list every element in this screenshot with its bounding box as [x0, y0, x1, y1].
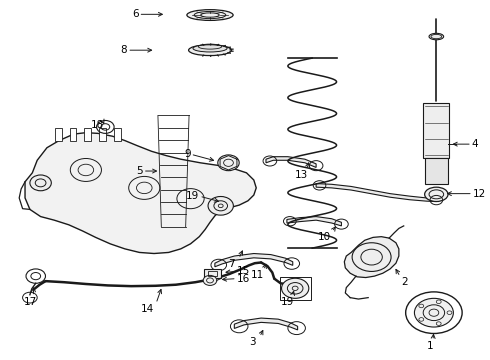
Text: 7: 7 [228, 259, 235, 269]
Text: 3: 3 [249, 337, 256, 347]
Polygon shape [287, 217, 342, 226]
Text: 11: 11 [251, 270, 264, 280]
Circle shape [203, 275, 217, 285]
FancyBboxPatch shape [204, 269, 221, 278]
Ellipse shape [187, 10, 233, 21]
Text: 14: 14 [141, 304, 154, 314]
FancyBboxPatch shape [84, 129, 91, 141]
Text: 13: 13 [295, 170, 308, 180]
FancyBboxPatch shape [114, 129, 121, 141]
Circle shape [218, 155, 239, 171]
Polygon shape [266, 157, 316, 167]
Polygon shape [423, 103, 449, 158]
Text: 10: 10 [318, 232, 331, 242]
Text: 9: 9 [184, 149, 191, 159]
Ellipse shape [425, 187, 448, 202]
Text: 6: 6 [132, 9, 139, 19]
Text: 12: 12 [473, 189, 486, 199]
Text: 17: 17 [24, 297, 38, 307]
Text: 1: 1 [427, 341, 433, 351]
Polygon shape [25, 133, 256, 253]
Text: 4: 4 [472, 139, 479, 149]
Polygon shape [316, 184, 436, 202]
Text: 18: 18 [91, 120, 104, 130]
Text: 2: 2 [401, 277, 408, 287]
FancyBboxPatch shape [99, 129, 106, 141]
Circle shape [415, 298, 453, 327]
Circle shape [208, 197, 233, 215]
Circle shape [282, 278, 309, 298]
FancyBboxPatch shape [55, 129, 62, 141]
Ellipse shape [193, 45, 227, 52]
Polygon shape [425, 158, 448, 184]
Circle shape [30, 175, 51, 191]
Text: 15: 15 [237, 266, 250, 276]
Text: 19: 19 [281, 297, 294, 307]
Polygon shape [344, 237, 399, 278]
Text: 5: 5 [136, 166, 143, 176]
Ellipse shape [429, 33, 443, 40]
Ellipse shape [189, 45, 231, 55]
Polygon shape [234, 318, 297, 330]
Text: 8: 8 [121, 45, 127, 55]
Polygon shape [215, 253, 293, 267]
FancyBboxPatch shape [70, 129, 76, 141]
Text: 16: 16 [237, 274, 250, 284]
Text: 19: 19 [186, 191, 199, 201]
